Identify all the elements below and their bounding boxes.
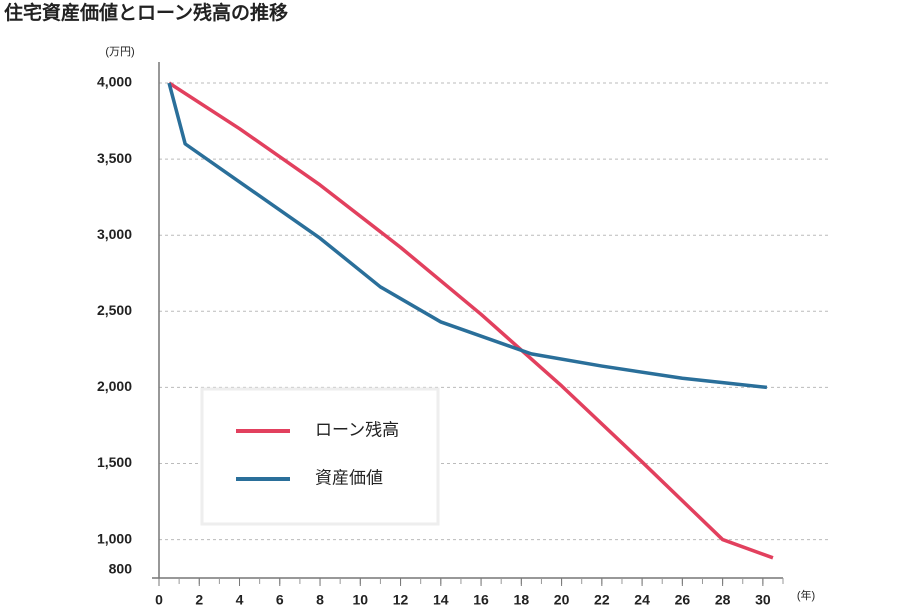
y-tick-label: 2,500 <box>97 302 132 318</box>
chart-title: 住宅資産価値とローン残高の推移 <box>4 1 288 24</box>
data-line <box>167 82 768 390</box>
y-tick-label: 800 <box>109 561 133 577</box>
x-tick-label: 12 <box>393 592 409 608</box>
legend-label: 資産価値 <box>315 468 383 487</box>
y-tick-label: 3,000 <box>97 226 132 242</box>
grid <box>159 82 830 541</box>
x-tick-label: 22 <box>594 592 610 608</box>
y-tick-label: 2,000 <box>97 378 132 394</box>
x-tick-label: 6 <box>276 592 284 608</box>
x-tick-label: 0 <box>155 592 163 608</box>
x-tick-label: 20 <box>554 592 570 608</box>
x-tick-label: 26 <box>675 592 691 608</box>
y-axis-label: (万円) <box>105 46 134 58</box>
y-tick-label: 1,500 <box>97 454 132 470</box>
x-tick-label: 14 <box>433 592 449 608</box>
data-line <box>168 81 774 560</box>
y-tick-label: 3,500 <box>97 150 132 166</box>
x-tick-label: 24 <box>634 592 650 608</box>
x-tick-label: 18 <box>514 592 530 608</box>
x-tick-label: 28 <box>715 592 731 608</box>
x-tick-label: 16 <box>473 592 489 608</box>
y-tick-label: 1,000 <box>97 530 132 546</box>
x-axis-label: (年) <box>797 588 815 602</box>
legend <box>200 387 440 526</box>
x-tick-label: 2 <box>195 592 203 608</box>
y-tick-label: 4,000 <box>97 74 132 90</box>
x-tick-label: 8 <box>316 592 324 608</box>
x-tick-label: 4 <box>236 592 244 608</box>
legend-label: ローン残高 <box>315 420 399 439</box>
x-tick-label: 10 <box>353 592 369 608</box>
x-tick-label: 30 <box>755 592 771 608</box>
